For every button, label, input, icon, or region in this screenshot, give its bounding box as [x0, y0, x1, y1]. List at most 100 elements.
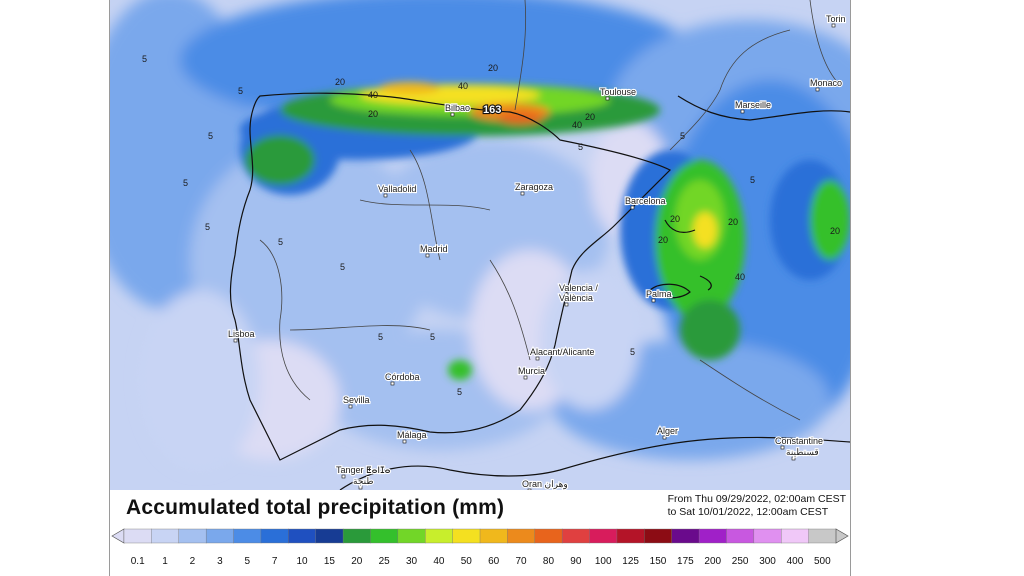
scale-tick-label: 40	[433, 556, 445, 567]
city-9: Valencia /	[558, 282, 599, 297]
city-4: Bilbao	[444, 102, 471, 117]
contour-label: 5	[680, 131, 685, 141]
scale-swatch	[452, 528, 481, 544]
city-12: Lisboa	[227, 328, 256, 343]
city-label: Toulouse	[600, 87, 636, 97]
scale-swatch	[534, 528, 563, 544]
contour-label: 20	[335, 77, 345, 87]
city-marker	[815, 87, 820, 92]
contour-label: 20	[585, 112, 595, 122]
city-marker	[402, 439, 407, 444]
city-18: Alger	[656, 425, 679, 440]
city-marker	[564, 292, 569, 297]
city-0: Torin	[825, 13, 847, 28]
city-label: Tanger ⵟⴰⵏⵊⴰ	[336, 465, 391, 475]
scale-tick-label: 500	[814, 556, 831, 567]
scale-swatch	[397, 528, 426, 544]
scale-swatch	[370, 528, 399, 544]
city-marker	[341, 474, 346, 479]
city-1: Monaco	[809, 77, 843, 92]
city-marker	[527, 488, 532, 490]
scale-tick-label: 30	[406, 556, 418, 567]
time-period: From Thu 09/29/2022, 02:00am CEST to Sat…	[668, 493, 846, 519]
contour-label: 5	[278, 237, 283, 247]
city-16: Sevilla	[342, 394, 371, 409]
city-21: Tanger ⵟⴰⵏⵊⴰ	[335, 464, 392, 479]
scale-swatch	[561, 528, 591, 544]
city-label: Córdoba	[385, 372, 420, 382]
contour-label: 20	[368, 109, 378, 119]
city-marker	[358, 485, 363, 490]
contour-label: 5	[208, 131, 213, 141]
contour-label: 20	[670, 214, 680, 224]
scale-tick-label: 150	[650, 556, 667, 567]
city-marker	[383, 193, 388, 198]
city-15: Córdoba	[384, 371, 421, 386]
scale-tick-label: 2	[190, 556, 196, 567]
city-label: Oran وهران	[522, 479, 568, 490]
contour-label: 5	[340, 262, 345, 272]
city-23: Oran وهران	[521, 478, 569, 490]
max-value-label: 163	[483, 104, 501, 116]
city-label: Barcelona	[625, 196, 666, 206]
contour-label: 5	[430, 332, 435, 342]
city-label: قسنطينة	[786, 447, 819, 457]
scale-swatch	[205, 528, 235, 544]
city-label: Monaco	[810, 78, 842, 88]
city-marker	[233, 338, 238, 343]
contour-label: 40	[368, 90, 378, 100]
scale-tick-label: 15	[324, 556, 336, 567]
scale-swatch	[616, 528, 645, 544]
scale-swatch	[479, 528, 508, 544]
contour-labels: 555555555555555202020202020204040402040	[142, 54, 840, 397]
scale-swatch	[507, 528, 536, 544]
scale-swatch	[726, 528, 755, 544]
scale-swatch	[589, 528, 618, 544]
scale-tick-label: 400	[787, 556, 804, 567]
city-marker	[564, 302, 569, 307]
city-label: Alger	[657, 426, 678, 436]
city-marker	[831, 23, 836, 28]
scale-tick-label: 50	[461, 556, 473, 567]
scale-swatch	[342, 528, 371, 544]
scale-swatch	[753, 528, 782, 544]
scale-swatch	[151, 528, 180, 544]
city-label: Murcia	[518, 366, 545, 376]
scale-tick-label: 90	[570, 556, 582, 567]
city-label: Valencia /	[559, 283, 598, 293]
contour-label: 40	[458, 81, 468, 91]
city-14: Murcia	[517, 365, 546, 380]
city-7: Barcelona	[624, 195, 667, 210]
scale-swatch	[425, 528, 454, 544]
city-marker	[780, 445, 785, 450]
contour-label: 5	[238, 86, 243, 96]
map-frame: Torin Monaco Marseille Toulouse Bilbao Vallad…	[109, 0, 851, 576]
scale-tick-label: 3	[217, 556, 223, 567]
scale-swatch	[808, 528, 837, 544]
city-marker	[791, 456, 796, 461]
scale-tick-label: 250	[732, 556, 749, 567]
scale-arrow-right	[835, 528, 849, 544]
contour-label: 5	[205, 222, 210, 232]
city-label: Valladolid	[378, 184, 416, 194]
scale-tick-label: 200	[704, 556, 721, 567]
scale-tick-label: 60	[488, 556, 500, 567]
contour-label: 5	[142, 54, 147, 64]
precipitation-map[interactable]: Torin Monaco Marseille Toulouse Bilbao Vallad…	[110, 0, 850, 490]
city-marker	[535, 356, 540, 361]
contour-label: 5	[378, 332, 383, 342]
scale-tick-label: 0.1	[131, 556, 145, 567]
city-label: Sevilla	[343, 395, 370, 405]
city-marker	[390, 381, 395, 386]
city-label: Torin	[826, 14, 846, 24]
scale-tick-label: 25	[379, 556, 391, 567]
scale-tick-label: 5	[244, 556, 250, 567]
contour-label: 5	[183, 178, 188, 188]
scale-swatch	[315, 528, 344, 544]
scale-arrow-left	[111, 528, 125, 544]
scale-tick-label: 100	[595, 556, 612, 567]
city-marker	[605, 96, 610, 101]
scale-tick-label: 80	[543, 556, 555, 567]
contour-label: 40	[572, 120, 582, 130]
color-scale-legend: 0.1 1 2 3 5 7 10 15 20 25 30 40 50 60 70 80 90 100 125 150 1…	[111, 528, 849, 567]
